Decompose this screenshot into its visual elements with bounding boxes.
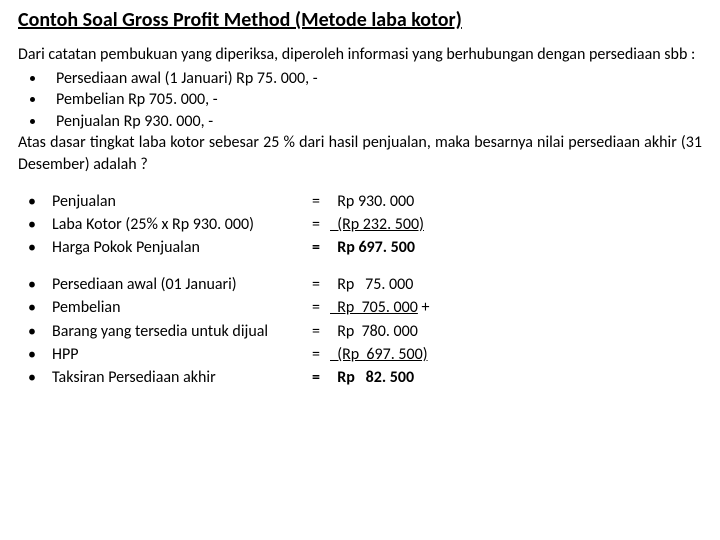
- equals-sign: =: [312, 236, 330, 259]
- calc-label: Barang yang tersedia untuk dijual: [46, 320, 312, 343]
- equals-sign: =: [312, 343, 330, 366]
- bullet-icon: •: [18, 273, 46, 296]
- calc-value: (Rp 232. 500): [330, 213, 424, 236]
- calc-group-2: • Persediaan awal (01 Januari) = Rp 75. …: [18, 273, 702, 389]
- bullet-icon: •: [18, 296, 46, 319]
- bullet-icon: •: [18, 320, 46, 343]
- calc-label: Harga Pokok Penjualan: [46, 236, 312, 259]
- calc-row: • Harga Pokok Penjualan = Rp 697. 500: [18, 236, 702, 259]
- bullet-icon: •: [18, 366, 46, 389]
- calc-label: Pembelian: [46, 296, 312, 319]
- equals-sign: =: [312, 190, 330, 213]
- bullet-icon: •: [18, 236, 46, 259]
- equals-sign: =: [312, 296, 330, 319]
- calc-label: Laba Kotor (25% x Rp 930. 000): [46, 213, 312, 236]
- intro-line-2: Atas dasar tingkat laba kotor sebesar 25…: [18, 132, 702, 175]
- calc-value: Rp 930. 000: [330, 190, 414, 213]
- calc-row: • Taksiran Persediaan akhir = Rp 82. 500: [18, 366, 702, 389]
- calc-group-1: • Penjualan = Rp 930. 000 • Laba Kotor (…: [18, 190, 702, 260]
- calc-value: Rp 697. 500: [330, 236, 415, 259]
- calc-value: Rp 75. 000: [330, 273, 413, 296]
- equals-sign: =: [312, 320, 330, 343]
- calc-label: Penjualan: [46, 190, 312, 213]
- intro-bullet-item: Penjualan Rp 930. 000, -: [46, 111, 702, 133]
- intro-bullet-item: Pembelian Rp 705. 000, -: [46, 89, 702, 111]
- bullet-icon: •: [18, 190, 46, 213]
- equals-sign: =: [312, 213, 330, 236]
- intro-bullet-item: Persediaan awal (1 Januari) Rp 75. 000, …: [46, 68, 702, 90]
- calc-row: • Pembelian = Rp 705. 000 +: [18, 296, 702, 319]
- calc-value: (Rp 697. 500): [330, 343, 428, 366]
- calc-label: Taksiran Persediaan akhir: [46, 366, 312, 389]
- calc-row: • HPP = (Rp 697. 500): [18, 343, 702, 366]
- calc-row: • Laba Kotor (25% x Rp 930. 000) = (Rp 2…: [18, 213, 702, 236]
- calc-value: Rp 780. 000: [330, 320, 418, 343]
- intro-line-1: Dari catatan pembukuan yang diperiksa, d…: [18, 44, 702, 66]
- page-title: Contoh Soal Gross Profit Method (Metode …: [18, 8, 702, 32]
- bullet-icon: •: [18, 343, 46, 366]
- bullet-icon: •: [18, 213, 46, 236]
- calc-label: Persediaan awal (01 Januari): [46, 273, 312, 296]
- intro-bullets: Persediaan awal (1 Januari) Rp 75. 000, …: [18, 68, 702, 133]
- calc-row: • Barang yang tersedia untuk dijual = Rp…: [18, 320, 702, 343]
- calc-value: Rp 82. 500: [330, 366, 414, 389]
- calc-row: • Penjualan = Rp 930. 000: [18, 190, 702, 213]
- calc-label: HPP: [46, 343, 312, 366]
- equals-sign: =: [312, 366, 330, 389]
- calc-row: • Persediaan awal (01 Januari) = Rp 75. …: [18, 273, 702, 296]
- calc-value: Rp 705. 000 +: [330, 296, 429, 319]
- equals-sign: =: [312, 273, 330, 296]
